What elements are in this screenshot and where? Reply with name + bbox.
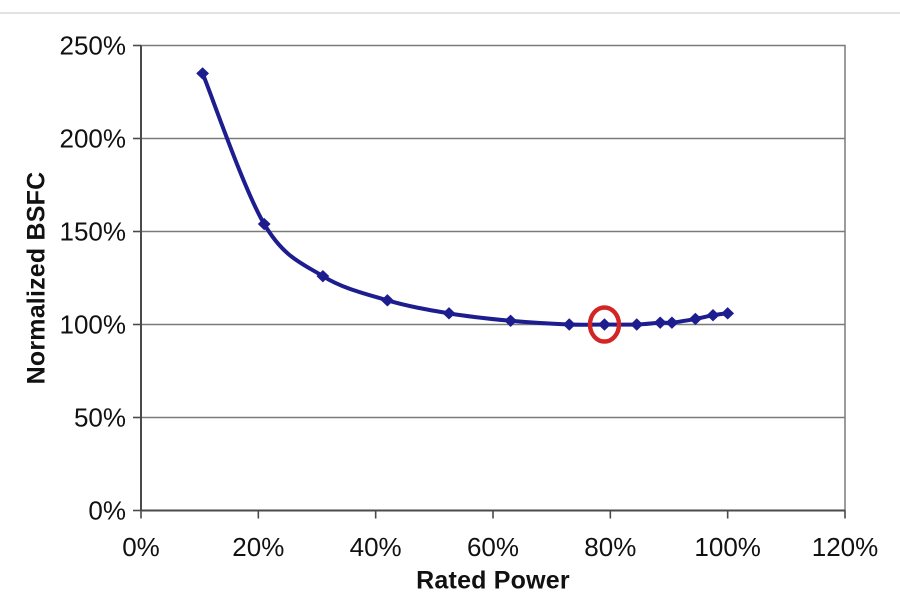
data-point-diamond-marker [630, 318, 644, 331]
x-tick-label: 120% [812, 532, 879, 562]
image-top-edge-line [0, 12, 900, 14]
series-line [200, 71, 730, 327]
data-point-diamond-marker [504, 314, 517, 327]
data-point-diamond-marker [196, 67, 209, 80]
y-axis-title: Normalized BSFC [22, 171, 51, 385]
data-point-diamond-marker [598, 318, 611, 331]
data-point-diamond-marker [721, 307, 735, 320]
data-point-diamond-marker [706, 309, 720, 322]
y-tick-label: 50% [74, 403, 126, 433]
data-point-diamond-marker [562, 318, 576, 331]
data-point-diamond-marker [257, 217, 271, 231]
y-tick-label: 250% [60, 31, 127, 61]
plot-border [140, 44, 846, 512]
x-tick-label: 0% [122, 532, 160, 562]
data-point-diamond-marker [316, 269, 330, 283]
y-tick-label: 100% [60, 310, 127, 340]
data-point-diamond-marker [689, 312, 702, 326]
x-tick-label: 40% [350, 532, 402, 562]
data-point-diamond-marker [665, 316, 679, 329]
y-tick-label: 200% [60, 124, 127, 154]
data-point-diamond-marker [653, 316, 667, 329]
x-tick-label: 80% [584, 532, 636, 562]
highlight-circle-annotation [587, 305, 622, 344]
data-point-diamond-marker [381, 294, 394, 307]
x-tick-label: 20% [232, 532, 284, 562]
x-axis-title: Rated Power [416, 566, 570, 595]
x-tick-label: 60% [467, 532, 519, 562]
data-point-diamond-marker [442, 307, 456, 320]
x-tick-label: 100% [694, 532, 761, 562]
y-tick-label: 0% [88, 496, 126, 526]
y-tick-label: 150% [60, 217, 127, 247]
